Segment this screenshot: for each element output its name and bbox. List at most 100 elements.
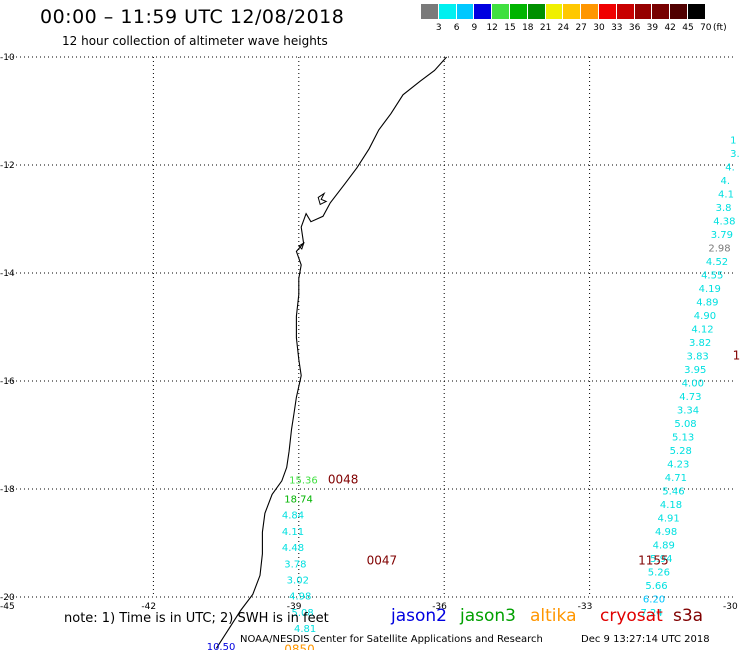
wave-height-value: 4.00 [682, 378, 704, 389]
wave-height-value: 4.98 [655, 527, 677, 538]
island-outline [297, 241, 305, 250]
color-swatch [456, 4, 475, 19]
color-swatch [581, 4, 599, 19]
wave-height-value: 5.28 [670, 446, 692, 457]
color-scale-label: 70 [700, 23, 712, 33]
wave-height-value: 15.36 [289, 476, 318, 487]
satellite-legend-jason2: jason2 [391, 606, 447, 626]
wave-height-value: 4. [720, 176, 730, 187]
lat-tick-label: -10 [0, 53, 15, 63]
lon-tick-label: -42 [141, 602, 156, 612]
color-scale-label: 36 [628, 23, 641, 33]
color-swatch [688, 4, 706, 19]
wave-height-value: 5.13 [672, 432, 694, 443]
wave-height-value: 4.1 [718, 189, 734, 200]
color-scale-label: 18 [522, 23, 534, 33]
color-scale-label: 45 [682, 23, 694, 33]
page-title: 00:00 – 11:59 UTC 12/08/2018 [40, 6, 345, 28]
wave-height-value: 4.48 [282, 543, 304, 554]
wave-height-value: 3.8 [716, 203, 732, 214]
pass-time-label: 1 [733, 348, 740, 362]
lon-tick-label: -30 [723, 602, 738, 612]
color-swatch [474, 4, 493, 19]
page-subtitle: 12 hour collection of altimeter wave hei… [62, 34, 328, 48]
wave-height-value: 4. [725, 162, 735, 173]
lon-tick-label: -39 [287, 602, 302, 612]
wave-height-value: 2.98 [708, 243, 730, 254]
wave-height-value: 6.20 [643, 594, 665, 605]
wave-height-value: 4.73 [679, 392, 701, 403]
color-scale-label: 15 [504, 23, 516, 33]
color-swatch [421, 4, 439, 19]
color-scale-label: 3 [435, 23, 442, 33]
lon-tick-label: -33 [578, 602, 593, 612]
wave-height-value: 4.91 [657, 513, 679, 524]
wave-height-value: 18.74 [284, 495, 313, 506]
footer-note: note: 1) Time is in UTC; 2) SWH is in fe… [64, 611, 329, 626]
pass-time-label: 0048 [328, 473, 359, 487]
lat-tick-label: -20 [0, 593, 15, 603]
wave-height-value: 10.50 [207, 642, 236, 650]
wave-height-value: 5.26 [648, 567, 670, 578]
lat-tick-label: -16 [0, 377, 15, 387]
lat-tick-label: -14 [0, 269, 15, 279]
generated-timestamp: Dec 9 13:27:14 UTC 2018 [581, 634, 710, 645]
wave-height-value: 4.89 [653, 540, 675, 551]
color-swatch [616, 4, 635, 19]
wave-height-value: 5.08 [674, 419, 696, 430]
color-scale-label: 9 [471, 23, 478, 33]
color-scale-label: 33 [611, 23, 623, 33]
wave-height-value: 7.24 [640, 608, 662, 619]
satellite-legend-altika: altika [530, 606, 577, 626]
wave-height-value: 4.12 [691, 324, 713, 335]
satellite-legend-s3a: s3a [673, 606, 704, 626]
credit-text: NOAA/NESDIS Center for Satellite Applica… [240, 634, 543, 645]
color-scale-label: 39 [646, 23, 659, 33]
pass-time-label: 0850 [284, 643, 315, 650]
wave-height-value: 4.18 [660, 500, 682, 511]
color-swatch [492, 4, 510, 19]
color-swatch [527, 4, 546, 19]
wave-height-value: 3.95 [684, 365, 706, 376]
color-scale-label: 30 [593, 23, 605, 33]
wave-height-value: 4.11 [282, 527, 304, 538]
color-scale-label: 24 [557, 23, 570, 33]
lon-tick-label: -36 [432, 602, 447, 612]
color-swatch [652, 4, 671, 19]
wave-height-value: 4.89 [696, 297, 718, 308]
wave-height-value: 5.94 [650, 554, 672, 565]
wave-height-value: 4.84 [282, 511, 304, 522]
color-scale-label: 27 [575, 23, 587, 33]
wave-height-value: 4.81 [294, 624, 316, 635]
color-swatch [599, 4, 617, 19]
lon-tick-label: -45 [0, 602, 15, 612]
wave-height-value: 4.38 [713, 216, 735, 227]
wave-height-value: 1 [730, 135, 736, 146]
pass-time-label: 1155 [638, 554, 669, 568]
wave-height-value: 3.83 [687, 351, 709, 362]
wave-height-value: 4.98 [289, 592, 311, 603]
wave-height-value: 3.82 [689, 338, 711, 349]
lat-tick-label: -18 [0, 485, 15, 495]
lat-tick-label: -12 [0, 161, 15, 171]
wave-height-value: 4.19 [699, 284, 721, 295]
wave-height-value: 4.52 [706, 257, 728, 268]
wave-height-value: 5.66 [645, 581, 667, 592]
color-swatch [438, 4, 457, 19]
wave-height-value: 5.46 [662, 486, 684, 497]
wave-height-value: 5.08 [292, 608, 314, 619]
color-swatch [563, 4, 582, 19]
wave-height-value: 4.71 [665, 473, 687, 484]
wave-height-value: 4.55 [701, 270, 723, 281]
wave-height-value: 3.78 [284, 559, 306, 570]
color-scale-unit: (ft) [713, 23, 727, 33]
wave-height-value: 3. [730, 149, 740, 160]
color-scale-label: 42 [664, 23, 676, 33]
wave-height-value: 3.34 [677, 405, 699, 416]
color-swatch [634, 4, 653, 19]
color-swatch [545, 4, 564, 19]
wave-height-value: 3.02 [287, 576, 309, 587]
pass-time-label: 0047 [367, 554, 398, 568]
color-scale-label: 6 [453, 23, 460, 33]
